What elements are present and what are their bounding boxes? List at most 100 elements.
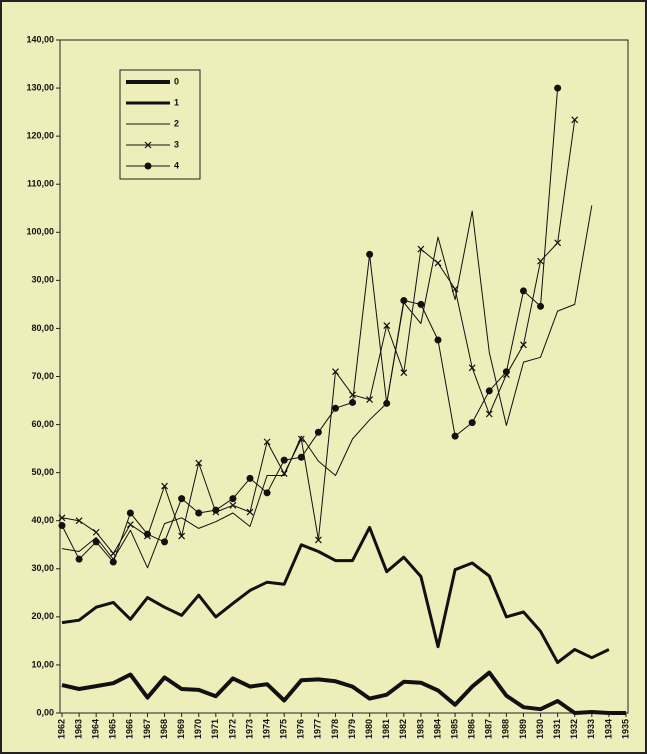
marker <box>126 509 134 517</box>
marker <box>537 302 545 310</box>
marker <box>178 495 186 503</box>
x-tick-label: 1987 <box>484 719 494 739</box>
marker <box>468 364 476 372</box>
marker <box>383 399 391 407</box>
marker <box>485 387 493 395</box>
legend-label: 4 <box>174 160 179 170</box>
x-tick-label: 1979 <box>347 719 357 739</box>
series-line <box>61 88 559 563</box>
x-tick-label: 1983 <box>415 719 425 739</box>
marker <box>178 532 186 540</box>
marker <box>485 410 493 418</box>
marker <box>92 538 100 546</box>
y-tick-label: 100,00 <box>26 227 54 237</box>
x-tick-label: 1972 <box>227 719 237 739</box>
y-tick-label: 130,00 <box>26 82 54 92</box>
x-tick-label: 1978 <box>330 719 340 739</box>
marker <box>246 508 254 516</box>
marker <box>126 521 134 528</box>
y-tick-label: 50,00 <box>31 467 54 477</box>
y-tick-label: 80,00 <box>31 323 54 333</box>
x-tick-label: 1963 <box>73 719 83 739</box>
marker <box>383 322 391 329</box>
x-tick-label: 1975 <box>279 719 289 739</box>
y-tick-label: 30,00 <box>31 563 54 573</box>
y-tick-label: 0,00 <box>36 707 54 717</box>
marker <box>537 257 544 265</box>
marker <box>468 419 476 427</box>
x-tick-label: 1973 <box>244 719 254 739</box>
y-tick-label: 110,00 <box>27 179 54 189</box>
x-tick-label: 1988 <box>501 719 511 739</box>
marker <box>349 398 357 406</box>
x-tick-label: 1930 <box>535 719 545 739</box>
marker <box>502 368 510 376</box>
marker <box>109 558 117 566</box>
x-tick-label: 1976 <box>296 719 306 739</box>
x-tick-label: 1981 <box>381 719 391 739</box>
marker <box>263 489 271 497</box>
marker <box>451 432 459 440</box>
marker <box>332 368 339 376</box>
marker <box>144 162 152 170</box>
x-tick-label: 1968 <box>159 719 169 739</box>
marker <box>366 250 374 258</box>
marker <box>280 470 288 478</box>
marker <box>75 555 83 563</box>
x-tick-label: 1931 <box>552 719 562 739</box>
x-tick-label: 1980 <box>364 719 374 739</box>
marker <box>554 84 562 92</box>
x-tick-label: 1967 <box>142 719 152 739</box>
x-tick-label: 1966 <box>125 719 135 739</box>
x-tick-label: 1971 <box>210 719 220 739</box>
marker <box>417 245 425 253</box>
marker <box>144 141 152 149</box>
marker <box>161 482 168 490</box>
marker <box>554 239 562 247</box>
x-tick-label: 1962 <box>56 719 66 739</box>
legend-label: 2 <box>174 118 179 128</box>
marker <box>314 428 322 436</box>
marker <box>400 297 408 305</box>
marker <box>229 501 237 509</box>
x-tick-label: 1964 <box>91 719 101 739</box>
marker <box>143 530 151 538</box>
marker <box>520 341 527 349</box>
x-tick-label: 1969 <box>176 719 186 739</box>
y-tick-label: 10,00 <box>31 659 54 669</box>
marker <box>297 453 305 461</box>
x-tick-label: 1965 <box>108 719 118 739</box>
marker <box>212 506 220 514</box>
marker <box>451 285 459 293</box>
marker <box>195 459 203 467</box>
x-tick-label: 1974 <box>261 719 271 739</box>
marker <box>366 396 374 403</box>
marker <box>263 438 271 446</box>
x-tick-label: 1982 <box>398 719 408 739</box>
series-line <box>61 525 610 664</box>
x-tick-label: 1935 <box>620 719 630 739</box>
marker <box>92 528 100 536</box>
y-tick-label: 120,00 <box>26 131 54 141</box>
marker <box>400 369 408 377</box>
y-tick-label: 140,00 <box>26 34 54 44</box>
x-tick-label: 1985 <box>449 719 459 739</box>
marker <box>75 517 83 525</box>
marker <box>161 538 169 546</box>
marker <box>434 336 442 344</box>
legend-label: 0 <box>174 76 179 86</box>
marker <box>349 391 356 399</box>
marker <box>417 300 425 308</box>
x-tick-label: 1933 <box>586 719 596 739</box>
x-tick-label: 1989 <box>518 719 528 739</box>
y-tick-label: 60,00 <box>31 419 54 429</box>
x-tick-label: 1970 <box>193 719 203 739</box>
x-tick-label: 1932 <box>569 719 579 739</box>
y-tick-label: 40,00 <box>31 515 54 525</box>
marker <box>314 536 322 544</box>
y-tick-label: 20,00 <box>31 611 54 621</box>
x-tick-label: 1977 <box>313 719 323 739</box>
marker <box>331 404 339 412</box>
marker <box>280 456 288 464</box>
